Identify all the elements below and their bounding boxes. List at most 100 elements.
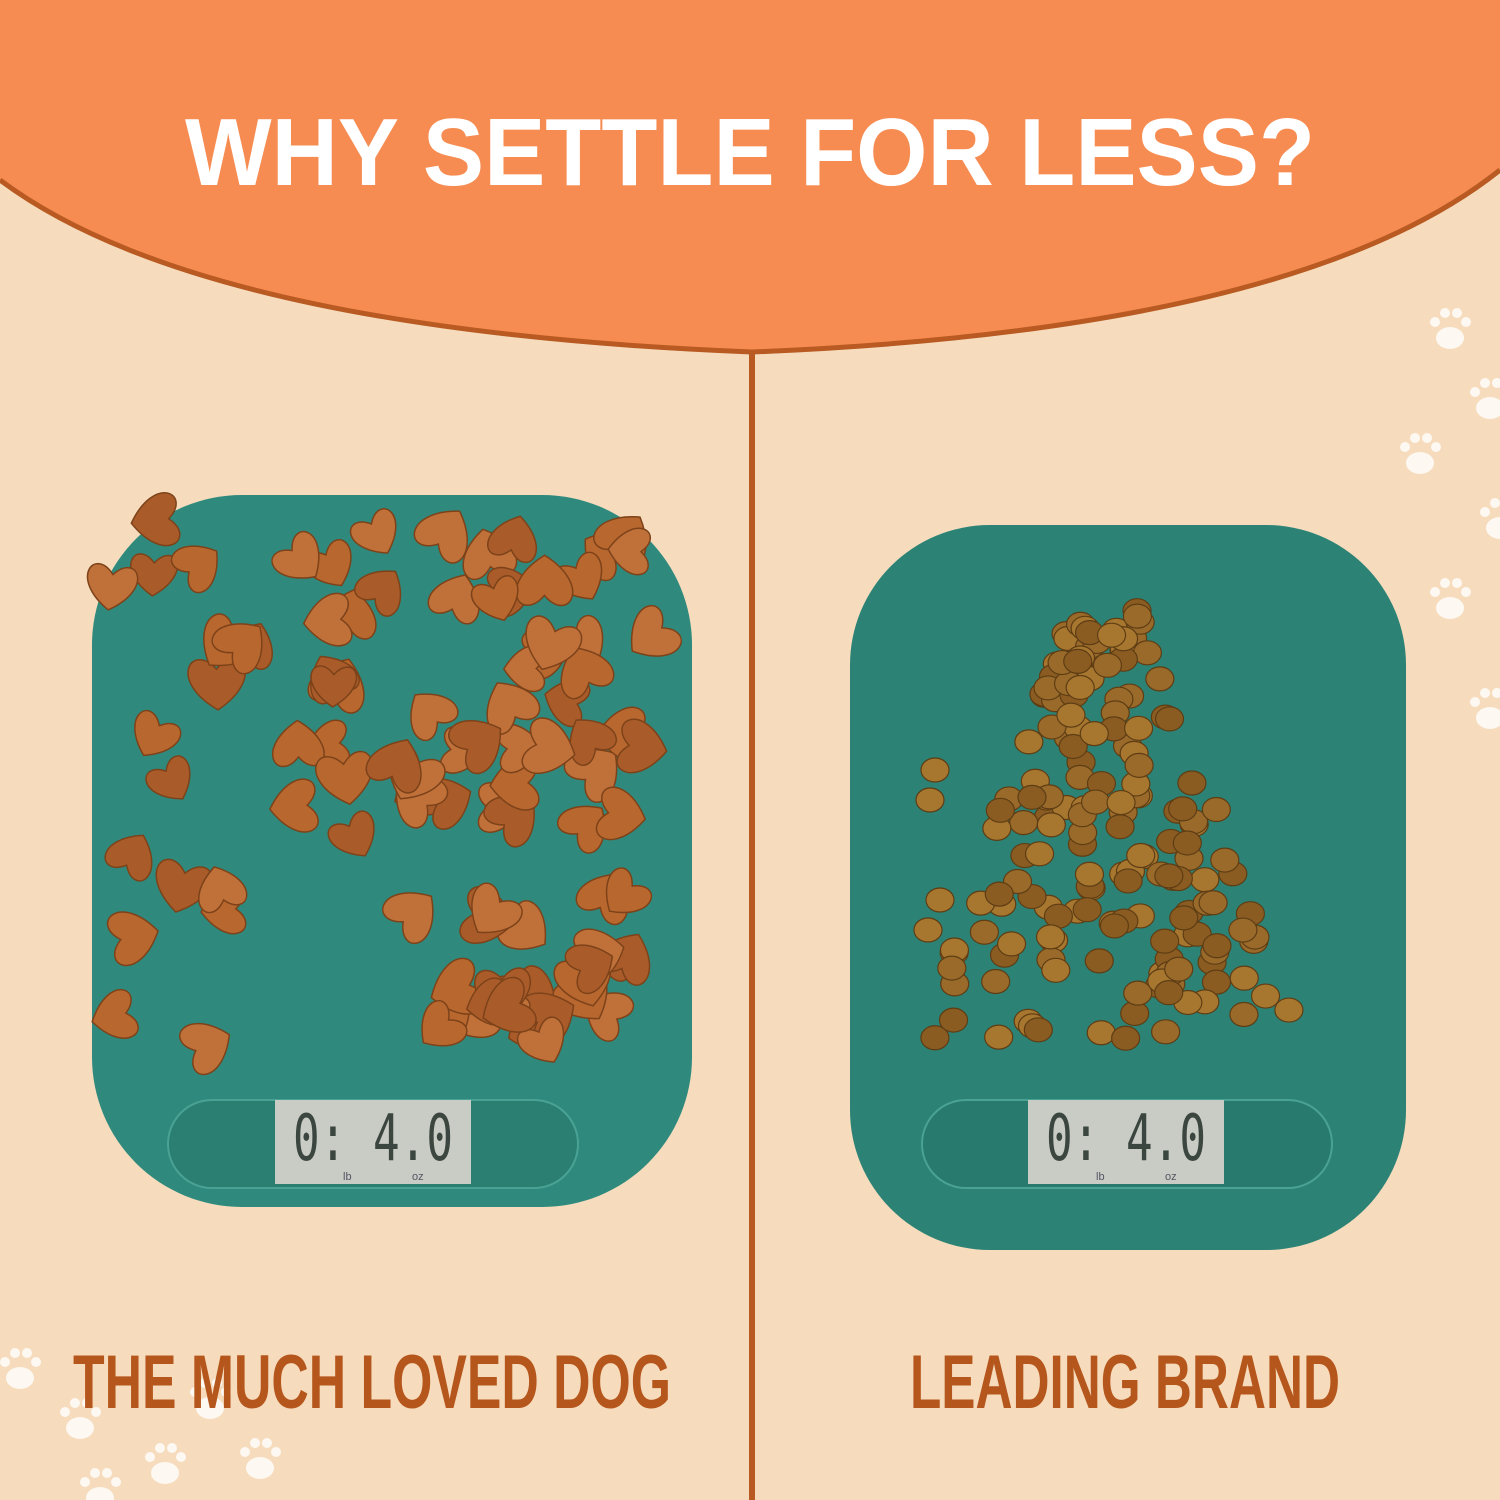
paw-toe [262, 1438, 272, 1448]
kibble [1072, 897, 1102, 923]
kibble [920, 1025, 950, 1051]
paw-toe [240, 1447, 250, 1457]
kibble [525, 615, 583, 671]
paw-toe [1422, 433, 1432, 443]
paw-toe [70, 1398, 80, 1408]
paw [1486, 517, 1500, 539]
kibble [134, 709, 182, 757]
paw-toe [155, 1443, 165, 1453]
kibble [179, 1022, 231, 1076]
kibble [1096, 622, 1127, 648]
paw [246, 1457, 274, 1479]
paw-toe [1410, 433, 1420, 443]
kibble [486, 682, 541, 735]
kibble [938, 1007, 969, 1033]
paw [1406, 452, 1434, 474]
paw-toe [250, 1438, 260, 1448]
unit: lb [1096, 1171, 1105, 1183]
kibble [413, 510, 468, 564]
paw-toe [1490, 498, 1500, 508]
kibble [448, 720, 502, 775]
kibble [521, 717, 576, 775]
title: WHY SETTLE FOR LESS? [185, 99, 1315, 206]
kibble [382, 892, 434, 945]
paw-toe [60, 1407, 70, 1417]
unit: lb [343, 1171, 352, 1183]
paw-toe [1430, 587, 1440, 597]
paw-toe [82, 1398, 92, 1408]
kibble [487, 515, 538, 564]
paw-toe [1461, 587, 1471, 597]
kibble [1123, 715, 1154, 741]
kibble [1151, 1019, 1181, 1045]
kibble [1041, 957, 1071, 983]
paw-toe [271, 1447, 281, 1457]
kibble-pile [913, 598, 1304, 1051]
kibble [1168, 796, 1198, 822]
kibble [354, 570, 402, 617]
panel-label: LEADING BRAND [910, 1340, 1340, 1425]
kibble [327, 810, 375, 857]
paw-toe [190, 1387, 200, 1397]
kibble [920, 757, 950, 783]
paw-toe [1480, 507, 1490, 517]
kibble [1056, 702, 1086, 728]
kibble [985, 797, 1015, 823]
panel-label: THE MUCH LOVED DOG [73, 1340, 671, 1425]
paw-toe [1492, 378, 1500, 388]
kibble [1024, 841, 1055, 867]
kibble [421, 1000, 468, 1047]
kibble [595, 786, 647, 841]
paw [6, 1367, 34, 1389]
kibble [516, 1016, 565, 1063]
kibble [1092, 652, 1123, 678]
kibble [1106, 789, 1136, 816]
paw [1436, 597, 1464, 619]
kibble [1164, 956, 1194, 982]
paw-toe [176, 1452, 186, 1462]
kibble [187, 657, 247, 711]
kibble [1123, 980, 1153, 1006]
kibble [410, 693, 459, 742]
kibble [470, 575, 519, 622]
unit: oz [412, 1171, 424, 1183]
paw [86, 1487, 114, 1500]
kibble [981, 968, 1011, 995]
paw-toe [1440, 308, 1450, 318]
kibble [1169, 905, 1199, 931]
paw [196, 1397, 224, 1419]
kibble [1250, 983, 1281, 1009]
paw-toe [1452, 578, 1462, 588]
paw-toe [1492, 688, 1500, 698]
kibble [1154, 980, 1184, 1006]
kibble [1210, 847, 1240, 873]
paw-toe [145, 1452, 155, 1462]
kibble-pile [86, 492, 682, 1076]
paw-toe [80, 1477, 90, 1487]
paw-toe [1452, 308, 1462, 318]
kibble [996, 931, 1027, 957]
kibble [925, 887, 955, 913]
kibble [560, 646, 615, 700]
lcd [275, 1100, 471, 1184]
kibble [1154, 706, 1185, 732]
paw-toe [200, 1378, 210, 1388]
kibble [1124, 752, 1154, 778]
kibble [1074, 861, 1105, 887]
paw-toe [1470, 697, 1480, 707]
kibble [471, 882, 523, 934]
kibble [969, 919, 999, 945]
kibble [556, 805, 606, 854]
kibble [1036, 812, 1066, 838]
kibble [211, 623, 263, 675]
paw-toe [1430, 317, 1440, 327]
kibble [1035, 924, 1066, 950]
paw-toe [1400, 442, 1410, 452]
paw-toe [90, 1468, 100, 1478]
kibble [984, 881, 1014, 907]
paw [1476, 707, 1500, 729]
lcd [1028, 1100, 1224, 1184]
kibble [1198, 890, 1228, 916]
paw [66, 1417, 94, 1439]
kibble [1126, 842, 1156, 869]
